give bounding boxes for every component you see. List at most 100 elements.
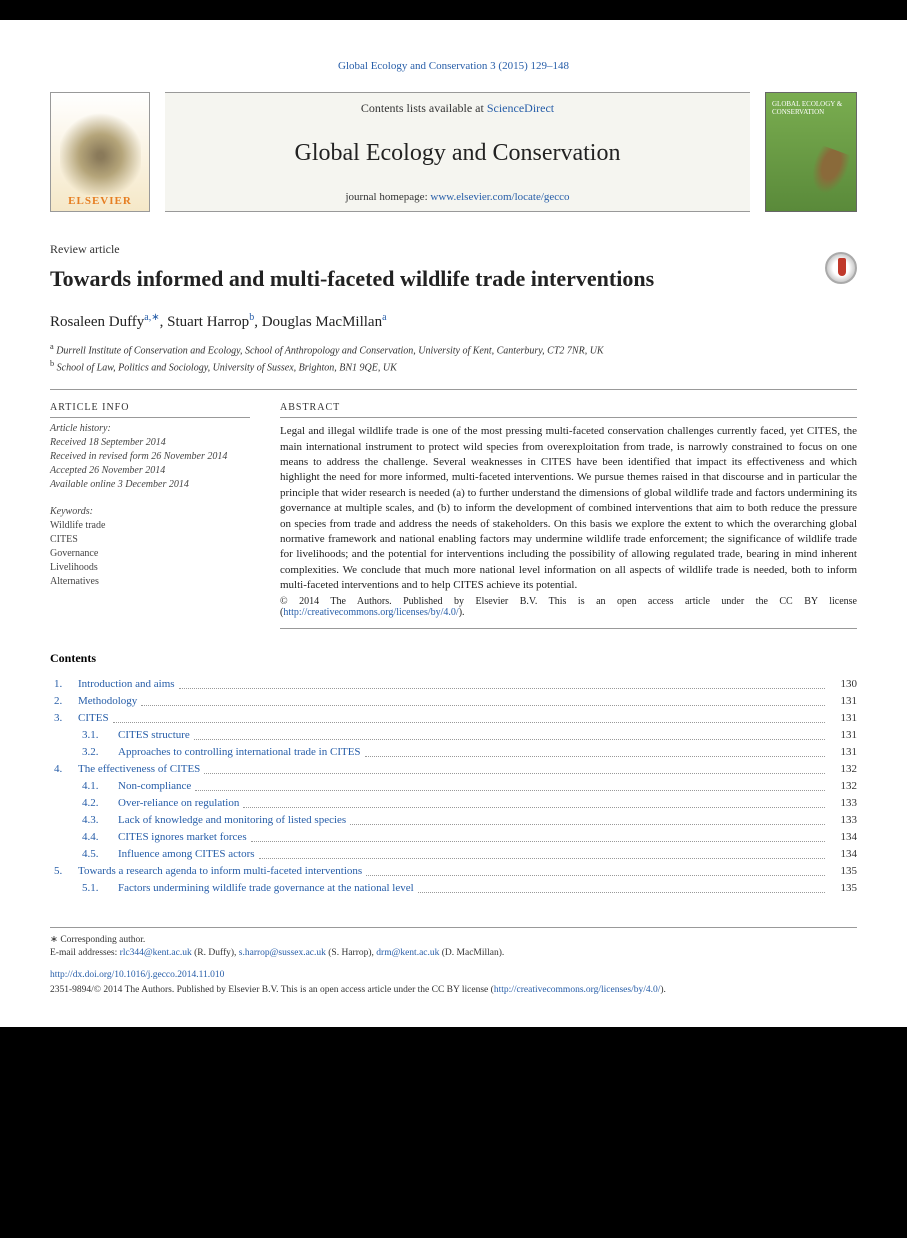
copyright-foot: 2351-9894/© 2014 The Authors. Published … <box>50 984 857 997</box>
history-1: Received in revised form 26 November 201… <box>50 450 250 464</box>
foot-license-link[interactable]: http://creativecommons.org/licenses/by/4… <box>494 985 661 995</box>
toc-page: 134 <box>829 829 857 846</box>
toc-num <box>50 880 78 897</box>
toc-subnum: 3.2. <box>78 744 118 761</box>
toc-row[interactable]: 1.Introduction and aims130 <box>50 676 857 693</box>
toc-dots <box>362 863 829 880</box>
toc-row[interactable]: 4.3.Lack of knowledge and monitoring of … <box>50 812 857 829</box>
toc-subnum: 4.1. <box>78 778 118 795</box>
elsevier-text: ELSEVIER <box>68 195 132 207</box>
toc-page: 135 <box>829 863 857 880</box>
toc-dots <box>191 778 829 795</box>
toc-num <box>50 778 78 795</box>
toc-title: CITES ignores market forces <box>118 829 247 846</box>
toc-dots <box>175 676 829 693</box>
abstract-block: ABSTRACT Legal and illegal wildlife trad… <box>280 402 857 628</box>
toc-dots <box>247 829 829 846</box>
doi-link[interactable]: http://dx.doi.org/10.1016/j.gecco.2014.1… <box>50 970 224 980</box>
toc-num: 5. <box>50 863 78 880</box>
toc-title: Methodology <box>78 693 137 710</box>
crossmark-icon[interactable] <box>825 252 857 284</box>
toc-dots <box>137 693 829 710</box>
toc-dots <box>190 727 829 744</box>
meta-block: ARTICLE INFO Article history: Received 1… <box>50 402 857 628</box>
toc-num <box>50 846 78 863</box>
corresponding: ∗ Corresponding author. <box>50 934 857 947</box>
toc-num <box>50 744 78 761</box>
journal-cover: GLOBAL ECOLOGY & CONSERVATION <box>765 92 857 212</box>
divider <box>50 389 857 390</box>
kw-4: Alternatives <box>50 575 250 589</box>
toc-row[interactable]: 5.1.Factors undermining wildlife trade g… <box>50 880 857 897</box>
license-line: © 2014 The Authors. Published by Elsevie… <box>280 596 857 618</box>
email-3-who: (D. MacMillan). <box>439 948 504 958</box>
toc-num <box>50 829 78 846</box>
toc-row[interactable]: 4.4.CITES ignores market forces134 <box>50 829 857 846</box>
elsevier-tree-icon <box>60 97 141 195</box>
article-info: ARTICLE INFO Article history: Received 1… <box>50 402 250 628</box>
elsevier-logo: ELSEVIER <box>50 92 150 212</box>
toc-row[interactable]: 3.1.CITES structure131 <box>50 727 857 744</box>
doi-line: http://dx.doi.org/10.1016/j.gecco.2014.1… <box>50 969 857 982</box>
email-2-who: (S. Harrop), <box>326 948 376 958</box>
email-1[interactable]: rlc344@kent.ac.uk <box>120 948 192 958</box>
toc-dots <box>414 880 829 897</box>
email-1-who: (R. Duffy), <box>192 948 239 958</box>
toc-num <box>50 795 78 812</box>
license-close: ). <box>459 607 465 618</box>
toc-subnum: 4.5. <box>78 846 118 863</box>
toc-dots <box>346 812 829 829</box>
toc-page: 133 <box>829 812 857 829</box>
toc-dots <box>361 744 829 761</box>
toc-row[interactable]: 3.2.Approaches to controlling internatio… <box>50 744 857 761</box>
history-0: Received 18 September 2014 <box>50 436 250 450</box>
toc-row[interactable]: 4.2.Over-reliance on regulation133 <box>50 795 857 812</box>
kw-0: Wildlife trade <box>50 519 250 533</box>
info-heading: ARTICLE INFO <box>50 402 250 413</box>
toc-row[interactable]: 4.1.Non-compliance132 <box>50 778 857 795</box>
authors: Rosaleen Duffya,∗, Stuart Harropb, Dougl… <box>50 312 857 331</box>
toc: 1.Introduction and aims1302.Methodology 1… <box>50 676 857 898</box>
toc-page: 133 <box>829 795 857 812</box>
email-2[interactable]: s.harrop@sussex.ac.uk <box>239 948 326 958</box>
toc-row[interactable]: 4.The effectiveness of CITES132 <box>50 761 857 778</box>
homepage-url[interactable]: www.elsevier.com/locate/gecco <box>430 191 569 203</box>
author-3: Douglas MacMillana <box>262 314 387 330</box>
toc-row[interactable]: 3.CITES131 <box>50 710 857 727</box>
header-center: Contents lists available at ScienceDirec… <box>165 92 750 212</box>
contents-available: Contents lists available at ScienceDirec… <box>361 101 554 116</box>
contents-heading: Contents <box>50 651 857 666</box>
sciencedirect-link[interactable]: ScienceDirect <box>487 101 554 115</box>
toc-page: 134 <box>829 846 857 863</box>
issn-text: 2351-9894/© 2014 The Authors. Published … <box>50 985 494 995</box>
toc-row[interactable]: 2.Methodology 131 <box>50 693 857 710</box>
toc-num <box>50 812 78 829</box>
toc-num: 4. <box>50 761 78 778</box>
kw-3: Livelihoods <box>50 561 250 575</box>
toc-subnum: 3.1. <box>78 727 118 744</box>
kw-1: CITES <box>50 533 250 547</box>
toc-num <box>50 727 78 744</box>
toc-page: 132 <box>829 761 857 778</box>
toc-num: 2. <box>50 693 78 710</box>
toc-row[interactable]: 4.5.Influence among CITES actors 134 <box>50 846 857 863</box>
toc-page: 132 <box>829 778 857 795</box>
toc-row[interactable]: 5.Towards a research agenda to inform mu… <box>50 863 857 880</box>
abstract-heading: ABSTRACT <box>280 402 857 413</box>
toc-subnum: 4.3. <box>78 812 118 829</box>
toc-title: CITES structure <box>118 727 190 744</box>
toc-page: 130 <box>829 676 857 693</box>
foot-close: ). <box>660 985 666 995</box>
toc-page: 135 <box>829 880 857 897</box>
toc-title: CITES <box>78 710 109 727</box>
email-3[interactable]: drm@kent.ac.uk <box>376 948 439 958</box>
article-title: Towards informed and multi-faceted wildl… <box>50 265 730 294</box>
kw-2: Governance <box>50 547 250 561</box>
license-link[interactable]: http://creativecommons.org/licenses/by/4… <box>283 607 458 618</box>
keywords-heading: Keywords: <box>50 506 250 517</box>
toc-num: 3. <box>50 710 78 727</box>
toc-title: Influence among CITES actors <box>118 846 255 863</box>
toc-dots <box>200 761 829 778</box>
toc-page: 131 <box>829 693 857 710</box>
toc-title: Over-reliance on regulation <box>118 795 239 812</box>
